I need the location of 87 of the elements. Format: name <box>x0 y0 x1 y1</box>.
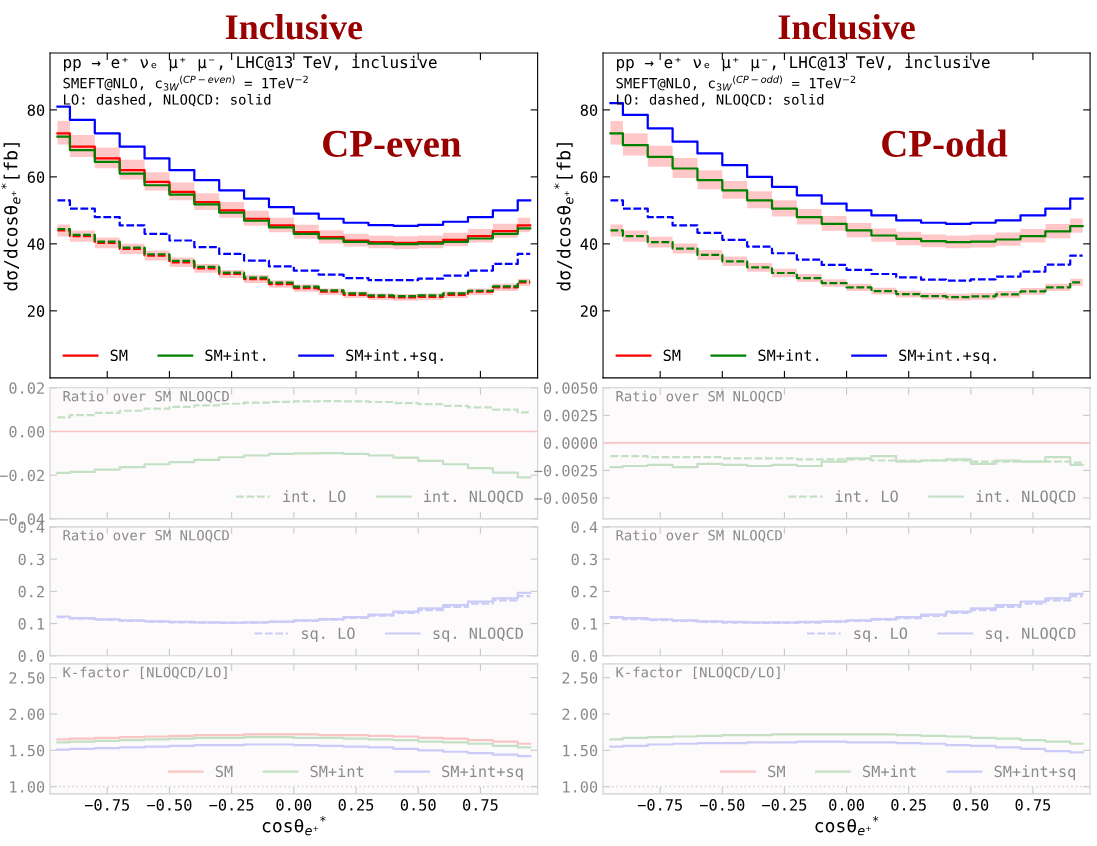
annotation: K-factor [NLOQCD/LO] <box>616 666 780 680</box>
legend-label: SM+int. <box>205 349 266 362</box>
y-tick-label: 2.50 <box>9 672 45 684</box>
legend-label: int. NLOQCD <box>424 490 523 504</box>
y-tick-label: 40 <box>580 238 598 250</box>
text: CP-even <box>323 130 461 157</box>
x-tick-label: 0.00 <box>829 799 864 811</box>
legend-label: SM+int <box>310 765 364 778</box>
y-tick-label: 0.0000 <box>543 437 598 449</box>
legend-label: SM+int+sq <box>442 765 523 781</box>
y-tick-label: 0.2 <box>571 585 597 598</box>
y-tick-label: 0.0025 <box>543 409 597 422</box>
x-axis-title: cosθ$_{e⁺}$$^{*}$ <box>262 815 326 836</box>
x-tick-label: 0.00 <box>276 799 312 811</box>
y-tick-label: 2.00 <box>9 708 45 721</box>
y-tick-label: 0.00 <box>9 425 45 438</box>
y-tick-label: 80 <box>580 104 598 116</box>
y-tick-label: 0.3 <box>571 553 598 566</box>
x-tick-label: 0.75 <box>463 799 498 811</box>
y-tick-label: 0.3 <box>18 553 45 566</box>
chart-title: Inclusive <box>778 14 915 40</box>
legend-label: SM+int. <box>758 349 819 362</box>
y-tick-label: 20 <box>27 305 45 317</box>
x-tick-label: −0.25 <box>762 799 807 811</box>
legend-label: SM+int <box>863 765 916 778</box>
legend-label: int. NLOQCD <box>976 490 1076 504</box>
y-tick-label: 1.00 <box>10 781 45 793</box>
legend-label: sq. NLOQCD <box>433 627 523 643</box>
legend-label: SM <box>768 765 785 778</box>
y-tick-label: 1.50 <box>563 744 598 757</box>
y-tick-label: 2.00 <box>562 708 598 721</box>
x-tick-label: −0.25 <box>209 799 254 811</box>
annotation: LO: dashed, NLOQCD: solid <box>63 93 271 107</box>
y-tick-label: 60 <box>27 171 45 183</box>
y-tick-label: 0.1 <box>18 618 45 630</box>
y-tick-label: 60 <box>580 171 598 183</box>
y-tick-label: 1.00 <box>563 781 598 793</box>
y-tick-label: 0.0 <box>571 650 598 662</box>
y-tick-label: −0.0050 <box>534 492 598 504</box>
y-axis-title: dσ/dcosθ$_{e⁺}$$^{*}$[fb] <box>554 143 574 291</box>
x-tick-label: −0.75 <box>84 799 130 811</box>
y-tick-label: 0.1 <box>571 618 598 630</box>
x-tick-label: −0.75 <box>637 799 682 811</box>
y-axis-title: dσ/dcosθ$_{e⁺}$$^{*}$[fb] <box>1 143 21 291</box>
y-tick-label: 1.50 <box>10 744 45 757</box>
annotation: Ratio over SM NLOQCD <box>63 529 229 543</box>
y-tick-label: 20 <box>580 305 598 317</box>
legend-label: SM <box>663 349 681 362</box>
x-tick-label: −0.50 <box>147 799 192 811</box>
y-tick-label: 0.2 <box>18 585 44 598</box>
annotation: SMEFT@NLO, c$_{3W}$$^{(CP−even)}$ = 1TeV$^{−2}$ <box>63 75 308 91</box>
legend-label: int. LO <box>283 490 346 503</box>
y-tick-label: −0.02 <box>0 469 44 482</box>
y-tick-label: 0.02 <box>9 382 44 394</box>
legend-label: SM+int.+sq. <box>346 349 443 365</box>
text: CP-odd <box>882 129 1008 157</box>
legend-label: sq. LO <box>301 627 355 643</box>
y-tick-label: −0.0025 <box>534 464 597 477</box>
annotation: LO: dashed, NLOQCD: solid <box>616 93 824 107</box>
legend-label: sq. NLOQCD <box>985 627 1076 643</box>
x-axis-title: cosθ$_{e⁺}$$^{*}$ <box>815 815 879 836</box>
legend-label: sq. LO <box>854 627 908 643</box>
x-tick-label: 0.50 <box>400 799 436 811</box>
x-tick-label: 0.50 <box>953 799 989 811</box>
y-tick-label: 40 <box>27 238 45 250</box>
y-tick-label: 2.50 <box>562 672 598 684</box>
y-tick-label: 0.0 <box>18 650 45 662</box>
annotation: Ratio over SM NLOQCD <box>63 390 229 404</box>
x-tick-label: 0.25 <box>891 799 926 811</box>
annotation: K-factor [NLOQCD/LO] <box>63 666 227 680</box>
legend-label: SM+int.+sq. <box>899 349 996 365</box>
annotation: pp → e⁺ νₑ μ⁺ μ⁻, LHC@13 TeV, inclusive <box>64 55 437 72</box>
annotation: Ratio over SM NLOQCD <box>616 390 782 404</box>
annotation: pp → e⁺ νₑ μ⁺ μ⁻, LHC@13 TeV, inclusive <box>617 55 990 72</box>
legend-label: SM <box>110 349 128 362</box>
legend-label: SM+int+sq <box>994 765 1076 781</box>
chart-title: Inclusive <box>225 14 363 40</box>
x-tick-label: 0.75 <box>1015 799 1051 811</box>
legend-label: int. LO <box>835 490 898 503</box>
y-tick-label: 80 <box>27 104 45 116</box>
y-tick-label: 0.0050 <box>543 382 598 394</box>
legend-label: SM <box>215 765 233 778</box>
x-tick-label: 0.25 <box>338 799 374 811</box>
x-tick-label: −0.50 <box>699 799 745 811</box>
y-tick-label: 0.4 <box>571 521 598 533</box>
annotation: Ratio over SM NLOQCD <box>616 529 782 543</box>
annotation: SMEFT@NLO, c$_{3W}$$^{(CP−odd)}$ = 1TeV$^{−2}$ <box>616 75 856 91</box>
